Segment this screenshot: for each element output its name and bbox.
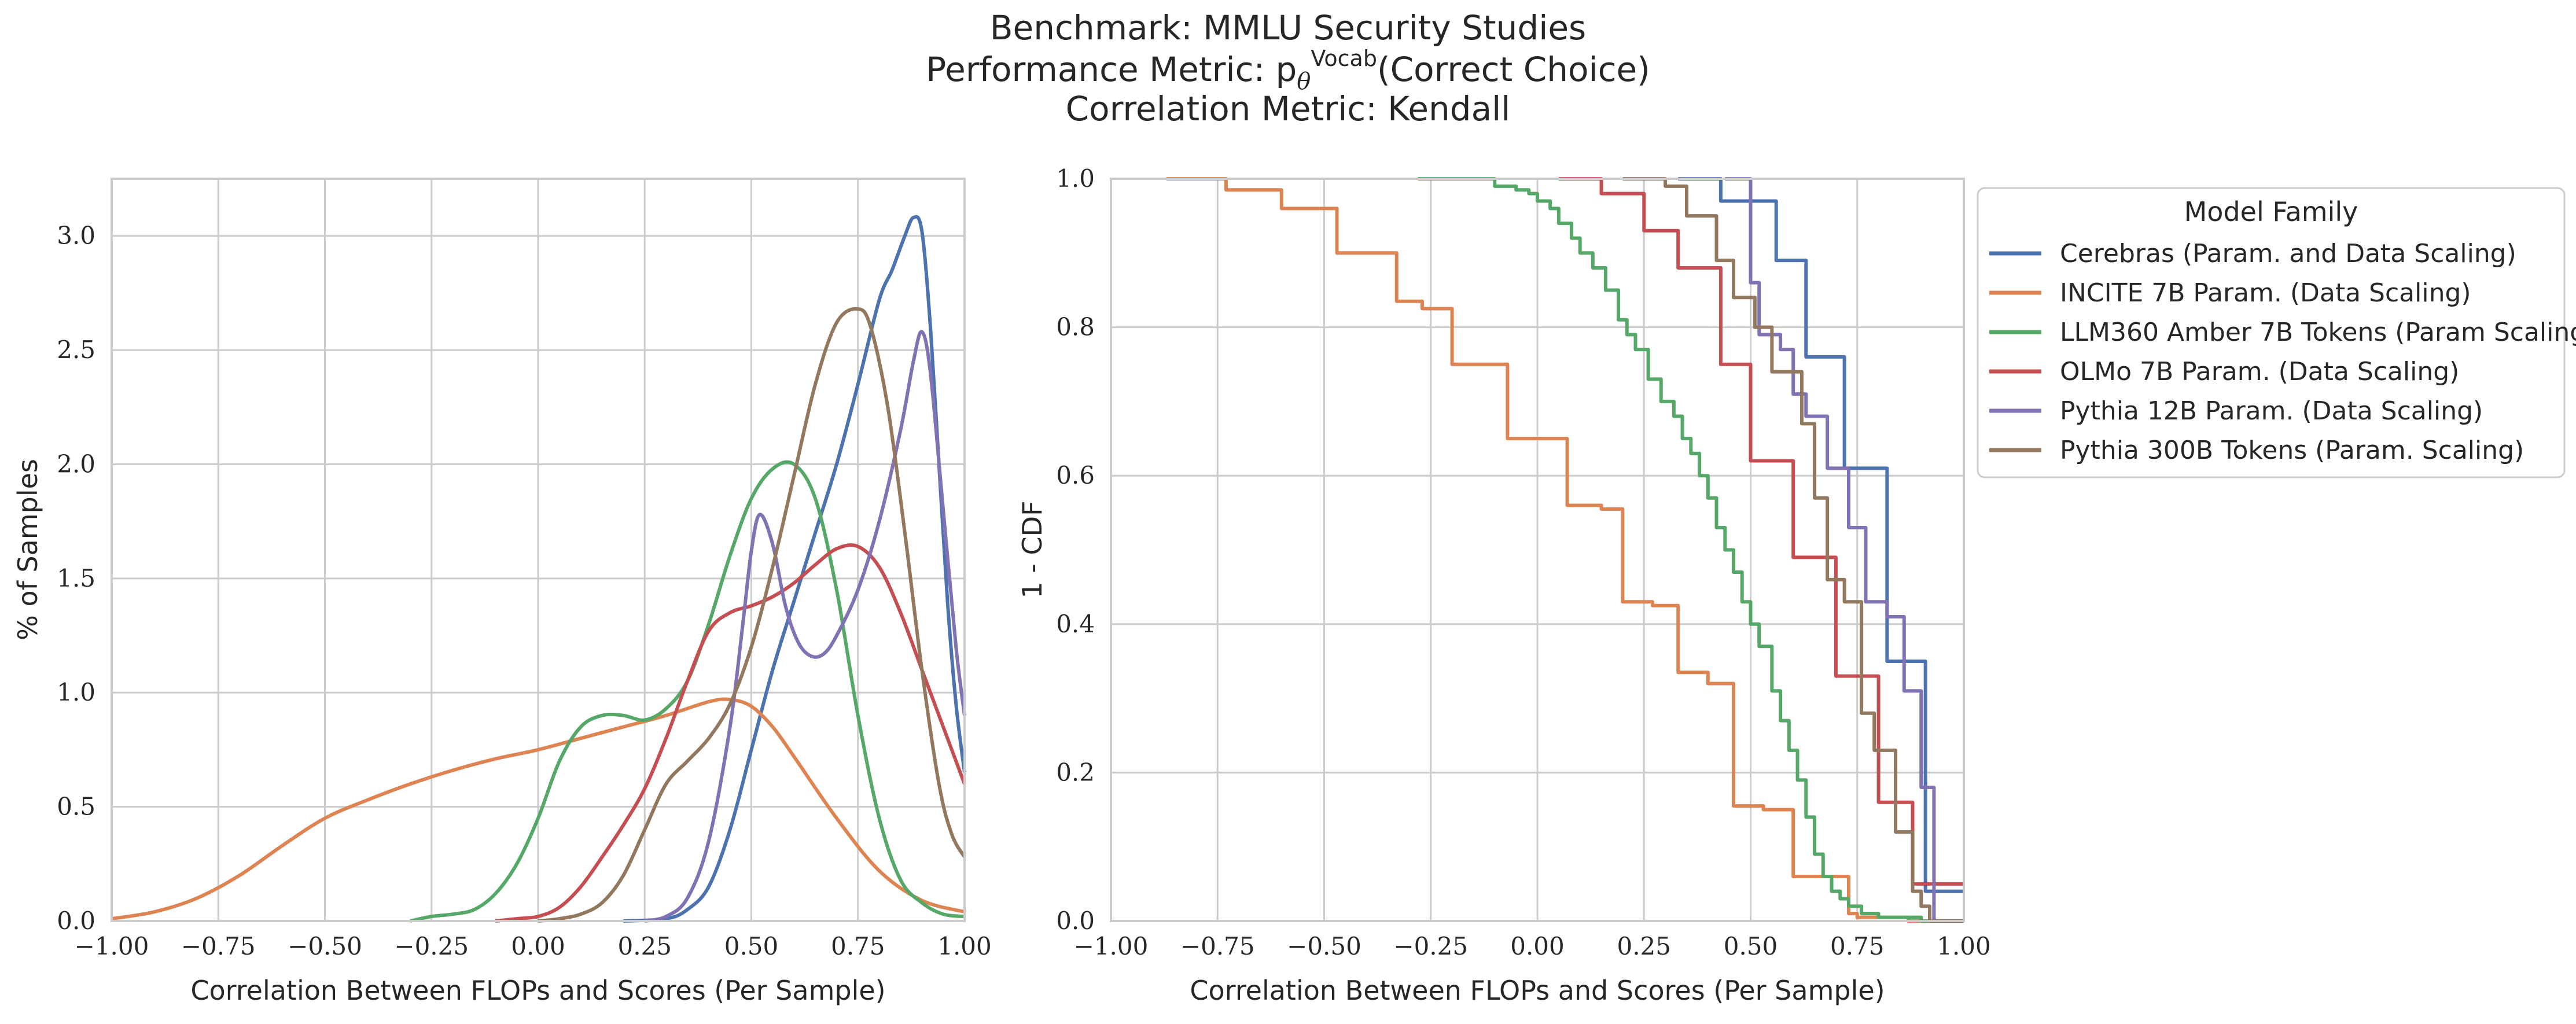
cdf-series-line-5	[1622, 177, 1964, 923]
legend-label-0: Cerebras (Param. and Data Scaling)	[2060, 239, 2516, 268]
title-metric-prefix: Performance Metric: p	[926, 50, 1297, 89]
legend-title: Model Family	[2184, 196, 2358, 227]
kde-x-axis-label: Correlation Between FLOPs and Scores (Pe…	[190, 975, 885, 1006]
kde-series-line-1	[111, 697, 965, 921]
kde-y-axis-label: % of Samples	[12, 459, 43, 640]
legend-label-1: INCITE 7B Param. (Data Scaling)	[2060, 278, 2471, 308]
cdf-x-tick-label: −0.75	[1180, 932, 1255, 960]
kde-series-line-0	[623, 215, 966, 923]
cdf-y-tick-label: 0.6	[1056, 461, 1095, 489]
cdf-x-tick-label: −1.00	[1074, 932, 1149, 960]
kde-x-tick-label: −1.00	[75, 932, 149, 960]
kde-x-tick-label: 0.25	[617, 932, 672, 960]
kde-x-tick-label: 0.50	[724, 932, 779, 960]
cdf-series-line-3	[1558, 177, 1964, 886]
cdf-x-tick-label: 1.00	[1937, 932, 1991, 960]
cdf-x-axis-label: Correlation Between FLOPs and Scores (Pe…	[1190, 975, 1885, 1006]
figure-title: Benchmark: MMLU Security Studies Perform…	[926, 8, 1650, 128]
cdf-plot-frame	[1110, 178, 1965, 922]
cdf-gridlines	[1110, 178, 1965, 922]
kde-series-group	[111, 215, 966, 923]
title-metric-rest: (Correct Choice)	[1377, 50, 1650, 89]
kde-y-tick-label: 1.5	[57, 564, 95, 592]
cdf-y-ticks: 0.0 0.2 0.4 0.6 0.8 1.0	[1056, 164, 1095, 935]
title-line-metric: Performance Metric: pθVocab(Correct Choi…	[926, 46, 1650, 95]
kde-series-line-3	[495, 543, 966, 923]
kde-chart: −1.00 −0.75 −0.50 −0.25 0.00 0.25 0.50 0.75 1.00…	[12, 178, 992, 1006]
cdf-series-line-1	[1166, 177, 1964, 923]
legend-label-2: LLM360 Amber 7B Tokens (Param Scaling)	[2060, 318, 2576, 347]
title-metric-sup: Vocab	[1311, 46, 1377, 71]
legend: Model Family Cerebras (Param. and Data S…	[1977, 187, 2576, 478]
kde-y-tick-label: 1.0	[57, 678, 95, 706]
cdf-y-tick-label: 0.2	[1056, 758, 1095, 786]
legend-items: Cerebras (Param. and Data Scaling) INCITE…	[1989, 239, 2576, 465]
cdf-chart: −1.00 −0.75 −0.50 −0.25 0.00 0.25 0.50 0.75 1.00…	[1017, 164, 1991, 1006]
kde-x-tick-label: −0.75	[181, 932, 256, 960]
title-metric-sub: θ	[1297, 68, 1311, 95]
cdf-x-tick-label: 0.50	[1724, 932, 1778, 960]
kde-y-tick-label: 0.0	[57, 907, 95, 935]
title-line-benchmark: Benchmark: MMLU Security Studies	[990, 8, 1587, 47]
title-line-correlation: Correlation Metric: Kendall	[1066, 89, 1511, 128]
legend-frame	[1977, 187, 2566, 478]
kde-series-line-4	[644, 330, 966, 923]
kde-series-line-2	[410, 460, 965, 923]
kde-x-tick-label: 1.00	[937, 932, 992, 960]
cdf-x-ticks: −1.00 −0.75 −0.50 −0.25 0.00 0.25 0.50 0.75 1.00	[1074, 932, 1991, 960]
cdf-series-line-2	[1418, 177, 1964, 923]
legend-label-4: Pythia 12B Param. (Data Scaling)	[2060, 396, 2483, 426]
cdf-x-tick-label: −0.50	[1287, 932, 1361, 960]
cdf-y-tick-label: 1.0	[1056, 164, 1095, 193]
cdf-y-tick-label: 0.0	[1056, 907, 1095, 935]
kde-plot-frame	[111, 178, 966, 922]
kde-y-tick-label: 0.5	[57, 793, 95, 821]
cdf-x-tick-label: 0.00	[1510, 932, 1565, 960]
legend-label-5: Pythia 300B Tokens (Param. Scaling)	[2060, 436, 2524, 465]
kde-x-tick-label: 0.75	[831, 932, 885, 960]
cdf-series-line-0	[1678, 177, 1964, 893]
kde-y-ticks: 0.0 0.5 1.0 1.5 2.0 2.5 3.0	[57, 222, 95, 935]
cdf-y-tick-label: 0.8	[1056, 313, 1095, 341]
kde-x-ticks: −1.00 −0.75 −0.50 −0.25 0.00 0.25 0.50 0.75 1.00	[75, 932, 992, 960]
cdf-x-tick-label: −0.25	[1393, 932, 1468, 960]
kde-y-tick-label: 2.5	[57, 336, 95, 364]
cdf-series-line-4	[1725, 177, 1964, 923]
cdf-y-axis-label: 1 - CDF	[1017, 500, 1048, 598]
kde-y-tick-label: 2.0	[57, 450, 95, 478]
legend-label-3: OLMo 7B Param. (Data Scaling)	[2060, 357, 2459, 386]
cdf-series-group	[1166, 177, 1964, 923]
cdf-x-tick-label: 0.75	[1830, 932, 1885, 960]
cdf-x-tick-label: 0.25	[1617, 932, 1671, 960]
kde-x-tick-label: 0.00	[511, 932, 565, 960]
cdf-y-tick-label: 0.4	[1056, 610, 1095, 638]
kde-x-tick-label: −0.50	[288, 932, 362, 960]
kde-y-tick-label: 3.0	[57, 222, 95, 250]
kde-series-line-5	[538, 307, 966, 923]
kde-x-tick-label: −0.25	[394, 932, 469, 960]
